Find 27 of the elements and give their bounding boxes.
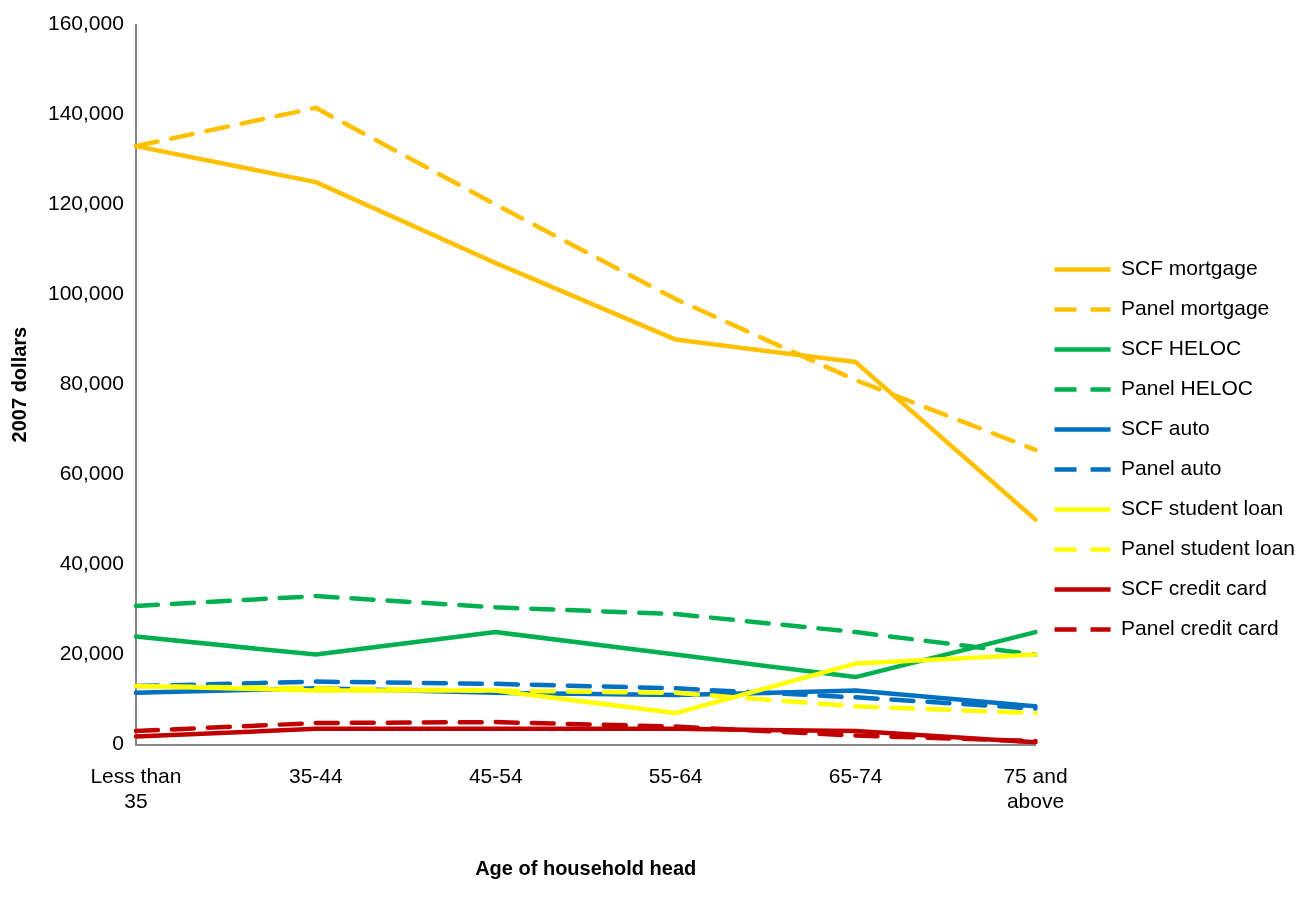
x-tick-label: 55-64 — [648, 764, 703, 787]
y-tick-label: 120,000 — [47, 191, 124, 215]
y-tick-label: 40,000 — [59, 551, 124, 575]
y-tick-label: 0 — [112, 731, 124, 755]
y-tick-label: 80,000 — [59, 371, 124, 395]
x-tick-label: 45-54 — [468, 764, 523, 787]
x-tick-label: 75 and above — [1003, 764, 1068, 813]
x-axis-title: Age of household head — [475, 856, 697, 879]
legend-label: Panel student loan — [1121, 536, 1295, 560]
y-axis-title: 2007 dollars — [7, 326, 30, 443]
legend-label: SCF mortgage — [1121, 256, 1258, 280]
legend-label: SCF HELOC — [1121, 336, 1242, 360]
legend-label: Panel mortgage — [1121, 296, 1270, 320]
y-tick-label: 20,000 — [59, 641, 124, 665]
legend-label: Panel credit card — [1121, 616, 1279, 640]
x-tick-label: 65-74 — [828, 764, 883, 787]
legend-label: SCF auto — [1121, 416, 1210, 440]
y-tick-label: 160,000 — [47, 11, 124, 35]
x-tick-label: Less than 35 — [90, 764, 182, 813]
legend-label: Panel auto — [1121, 456, 1222, 480]
legend-label: SCF credit card — [1121, 576, 1267, 600]
y-tick-label: 140,000 — [47, 101, 124, 125]
legend-label: SCF student loan — [1121, 496, 1284, 520]
y-tick-label: 60,000 — [59, 461, 124, 485]
y-tick-label: 100,000 — [47, 281, 124, 305]
legend-label: Panel HELOC — [1121, 376, 1253, 400]
x-tick-label: 35-44 — [288, 764, 344, 787]
